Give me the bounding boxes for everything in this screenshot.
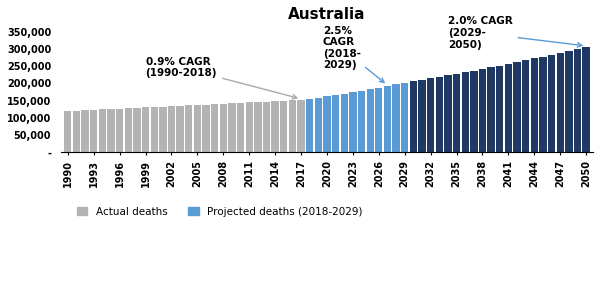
Bar	[220, 104, 227, 152]
Bar	[168, 106, 175, 152]
Bar	[211, 104, 218, 152]
Bar	[392, 84, 400, 152]
Bar	[418, 80, 425, 152]
Bar	[384, 86, 391, 152]
Bar	[453, 74, 460, 152]
Bar	[237, 103, 244, 152]
Bar	[289, 100, 296, 152]
Bar	[487, 67, 495, 152]
Bar	[116, 109, 124, 152]
Bar	[185, 105, 193, 152]
Bar	[133, 108, 140, 152]
Bar	[254, 102, 262, 152]
Bar	[470, 71, 478, 152]
Bar	[314, 98, 322, 152]
Bar	[557, 53, 564, 152]
Bar	[436, 77, 443, 152]
Bar	[367, 89, 374, 152]
Title: Australia: Australia	[288, 7, 366, 22]
Bar	[271, 101, 279, 152]
Bar	[496, 66, 503, 152]
Bar	[583, 47, 590, 152]
Bar	[228, 103, 236, 152]
Text: 2.0% CAGR
(2029-
2050): 2.0% CAGR (2029- 2050)	[448, 16, 582, 50]
Bar	[151, 107, 158, 152]
Bar	[64, 111, 71, 152]
Bar	[202, 105, 210, 152]
Bar	[574, 49, 581, 152]
Bar	[280, 101, 287, 152]
Bar	[99, 110, 106, 152]
Bar	[125, 108, 132, 152]
Bar	[332, 95, 339, 152]
Bar	[349, 92, 356, 152]
Bar	[245, 102, 253, 152]
Bar	[159, 107, 167, 152]
Bar	[479, 69, 486, 152]
Bar	[461, 72, 469, 152]
Bar	[530, 59, 538, 152]
Bar	[427, 78, 434, 152]
Bar	[73, 110, 80, 152]
Bar	[90, 110, 97, 152]
Bar	[514, 62, 521, 152]
Bar	[263, 102, 270, 152]
Bar	[375, 88, 382, 152]
Text: 2.5%
CAGR
(2018-
2029): 2.5% CAGR (2018- 2029)	[323, 26, 384, 83]
Text: 0.9% CAGR
(1990-2018): 0.9% CAGR (1990-2018)	[146, 57, 297, 99]
Bar	[107, 109, 115, 152]
Bar	[358, 91, 365, 152]
Bar	[539, 57, 547, 152]
Bar	[548, 55, 555, 152]
Bar	[410, 81, 417, 152]
Bar	[444, 75, 452, 152]
Bar	[323, 97, 331, 152]
Bar	[565, 51, 572, 152]
Bar	[505, 64, 512, 152]
Bar	[306, 99, 313, 152]
Bar	[522, 60, 529, 152]
Legend: Actual deaths, Projected deaths (2018-2029): Actual deaths, Projected deaths (2018-20…	[77, 207, 362, 217]
Bar	[176, 106, 184, 152]
Bar	[401, 83, 409, 152]
Bar	[341, 94, 348, 152]
Bar	[82, 110, 89, 152]
Bar	[142, 108, 149, 152]
Bar	[298, 100, 305, 152]
Bar	[194, 105, 201, 152]
